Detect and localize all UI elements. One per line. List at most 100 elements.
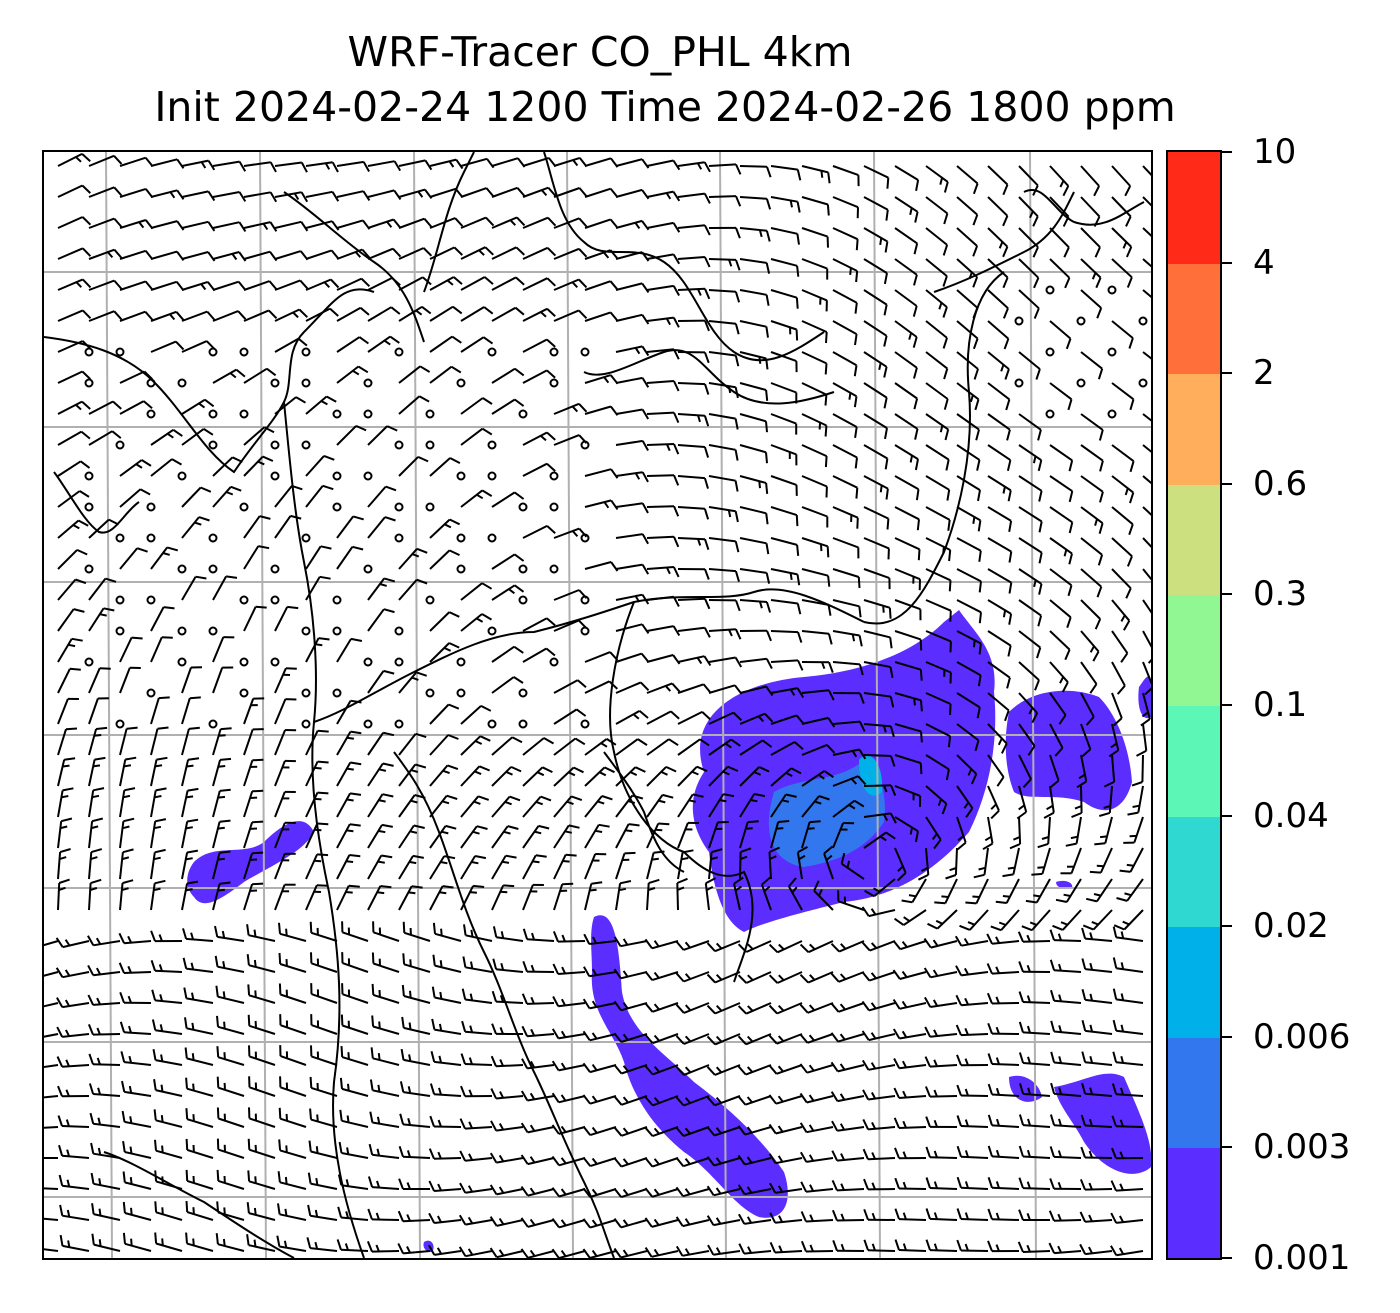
calm-wind-marker (549, 347, 559, 357)
wind-barb-shaft (739, 851, 742, 880)
wind-barb-shaft (93, 1182, 121, 1190)
wind-barb (181, 880, 199, 911)
wind-barb-flag (885, 488, 889, 500)
wind-barb (119, 219, 154, 230)
wind-barb-half-flag (218, 734, 226, 737)
wind-barb-flag (799, 943, 810, 953)
wind-barb-flag (246, 1202, 250, 1214)
wind-barb (1080, 413, 1104, 441)
wind-barb-half-flag (166, 432, 174, 439)
wind-barb (677, 683, 712, 694)
wind-barb-shaft (336, 546, 354, 570)
wind-barb (894, 630, 923, 651)
calm-wind-marker (1107, 409, 1117, 419)
wind-barb-half-flag (848, 392, 852, 400)
wind-barb-shaft (956, 351, 979, 370)
wind-barb-flag (735, 163, 742, 175)
wind-barb-half-flag (95, 937, 102, 945)
wind-barb-flag (453, 246, 463, 256)
wind-barb-half-flag (129, 1176, 133, 1185)
wind-barb (801, 661, 834, 673)
wind-barb-flag (673, 412, 680, 424)
wind-barb (675, 940, 710, 951)
wind-barb-half-flag (1000, 364, 1005, 372)
wind-barb-flag (80, 430, 91, 440)
wind-barb (57, 490, 90, 508)
wind-barb (119, 187, 154, 199)
wind-barb (708, 537, 740, 553)
wind-barb-shaft (925, 413, 949, 431)
wind-barb-shaft (341, 1087, 369, 1097)
wind-barb (1079, 1211, 1113, 1223)
wind-barb-shaft (956, 816, 967, 843)
wind-barb-half-flag (809, 974, 816, 981)
wind-barb (677, 711, 711, 725)
wind-barb-flag (1123, 620, 1131, 631)
wind-barb-half-flag (684, 1157, 691, 1165)
wind-barb-flag (1038, 490, 1043, 502)
wind-barb-half-flag (128, 1055, 133, 1064)
wind-barb-flag (913, 274, 918, 286)
calm-wind-marker (301, 533, 311, 543)
wind-barb-flag (349, 854, 361, 858)
wind-barb-half-flag (498, 1217, 505, 1225)
wind-barb-shaft (310, 1118, 338, 1128)
wind-barb (216, 1169, 245, 1190)
wind-barb-flag (672, 380, 680, 392)
wind-barb (956, 1054, 989, 1067)
wind-barb (87, 935, 121, 947)
calm-wind-marker (425, 409, 435, 419)
wind-barb (87, 1024, 121, 1036)
wind-barb-shaft (776, 1002, 803, 1015)
wind-barb-half-flag (409, 830, 418, 834)
wind-barb-shaft (44, 1064, 59, 1069)
wind-barb-flag (121, 1080, 126, 1093)
wind-barb (613, 1032, 648, 1043)
wind-barb (863, 1239, 896, 1252)
wind-barb (57, 400, 91, 415)
wind-barb-flag (397, 1243, 404, 1254)
wind-barb-shaft (898, 1249, 927, 1252)
wind-barb (216, 1046, 245, 1066)
wind-barb-shaft (733, 883, 741, 911)
coastline (283, 401, 365, 1258)
wind-barb-shaft (1022, 1187, 1051, 1190)
wind-barb-half-flag (995, 936, 1000, 944)
wind-barb-half-flag (871, 1152, 876, 1160)
wind-barb-shaft (57, 608, 75, 632)
wind-barb-flag (398, 1145, 404, 1158)
wind-barb-flag (108, 518, 120, 526)
wind-barb-shaft (929, 1095, 958, 1098)
wind-barb-half-flag (529, 1156, 536, 1164)
wind-barb-shaft (770, 475, 797, 486)
wind-barb-half-flag (809, 1244, 814, 1252)
calm-wind-marker (1138, 378, 1148, 388)
wind-barb (863, 692, 895, 708)
wind-barb-half-flag (747, 974, 754, 981)
wind-barb-flag (1096, 307, 1103, 319)
wind-barb-shaft (124, 1212, 152, 1221)
wind-barb-half-flag (997, 738, 1003, 746)
wind-barb-half-flag (223, 1207, 226, 1215)
wind-barb-half-flag (1029, 210, 1034, 219)
calm-wind-marker (208, 440, 218, 450)
wind-barb-half-flag (153, 856, 161, 861)
wind-barb-flag (186, 849, 199, 854)
wind-barb-flag (734, 480, 739, 492)
wind-barb-shaft (1023, 1092, 1051, 1097)
wind-barb-shaft (894, 785, 921, 797)
wind-barb-shaft (181, 251, 209, 260)
wind-barb-shaft (1133, 816, 1144, 843)
wind-barb-half-flag (688, 799, 697, 803)
wind-barb-flag (601, 795, 613, 801)
wind-barb-shaft (1085, 968, 1113, 973)
wind-barb-shaft (646, 221, 674, 229)
wind-barb-half-flag (442, 769, 450, 775)
wind-barb-half-flag (160, 1084, 164, 1092)
wind-barb (862, 1148, 896, 1161)
wind-barb (243, 309, 278, 322)
wind-barb-half-flag (684, 1248, 691, 1256)
wind-barb (216, 1015, 245, 1035)
wind-barb-shaft (212, 280, 240, 291)
wind-barb-half-flag (996, 1118, 1000, 1127)
